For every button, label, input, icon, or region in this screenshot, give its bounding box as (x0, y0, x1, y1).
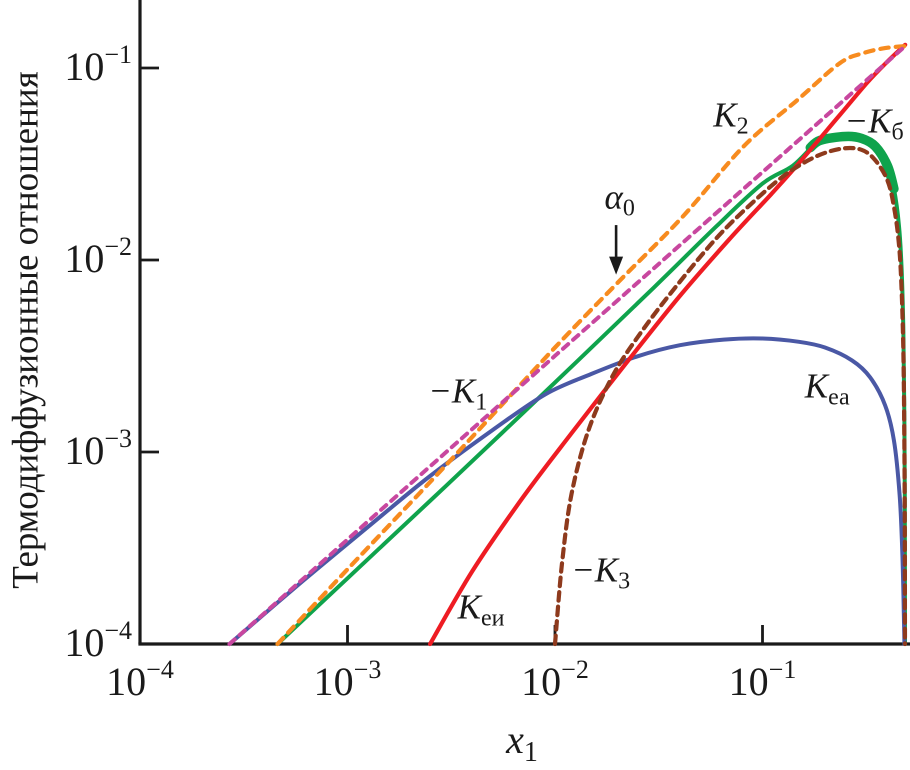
x-tick-exponent: −3 (353, 655, 382, 684)
curve-label-k2: K2 (713, 95, 748, 140)
y-tick-exponent: −2 (104, 232, 132, 261)
y-tick-label-−2: 10−2 (0, 232, 132, 281)
curve-label-kea-sub: еа (828, 384, 850, 411)
curve-neg-k3 (552, 145, 908, 647)
x-tick-base: 10 (106, 659, 147, 704)
x-axis-title-main: x (506, 717, 524, 762)
curve-label-neg-kb-sub: б (891, 119, 904, 146)
y-tick-exponent: −4 (104, 616, 132, 645)
y-tick-base: 10 (64, 428, 105, 473)
curve-label-neg-k1-main: −K (428, 371, 476, 411)
y-tick-base: 10 (64, 236, 105, 281)
curve-label-alpha0: α0 (605, 178, 635, 223)
x-axis-title-sub: 1 (523, 737, 538, 768)
x-tick-base: 10 (521, 659, 562, 704)
curve-k2-alpha0 (275, 44, 908, 647)
x-tick-label-−2: 10−2 (521, 655, 589, 704)
x-tick-exponent: −4 (146, 655, 174, 684)
curve-label-k2-main: K (713, 95, 737, 135)
y-axis-title: Термодиффузионные отношения (5, 71, 47, 589)
curve-label-kea-main: K (804, 366, 829, 406)
x-tick-base: 10 (313, 659, 354, 704)
curve-kei (428, 42, 908, 647)
y-tick-base: 10 (64, 620, 105, 665)
y-tick-label-−1: 10−1 (0, 40, 132, 89)
y-tick-exponent: −3 (104, 424, 132, 453)
curve-label-neg-kb: −Kб (845, 102, 904, 147)
curve-label-kei: Kеи (458, 588, 505, 633)
curve-label-kei-sub: еи (480, 605, 505, 632)
curve-label-k2-sub: 2 (736, 113, 749, 140)
curve-kea (227, 336, 907, 646)
curve-neg-k1 (227, 44, 908, 646)
y-tick-base: 10 (64, 44, 105, 89)
curve-label-neg-k1-sub: 1 (475, 389, 488, 416)
curve-label-alpha0-main: α (604, 177, 623, 217)
curve-label-neg-k3: −K3 (571, 551, 630, 596)
x-tick-exponent: −1 (768, 655, 797, 684)
curve-label-kei-main: K (457, 587, 481, 627)
x-tick-base: 10 (728, 659, 769, 704)
curve-label-alpha0-sub: 0 (622, 195, 635, 222)
x-tick-label-−1: 10−1 (728, 655, 797, 704)
y-tick-label-−4: 10−4 (0, 616, 132, 665)
annotation-arrowhead-alpha0 (609, 256, 624, 275)
x-tick-exponent: −2 (561, 655, 589, 684)
x-axis-title: x1 (506, 716, 538, 769)
x-tick-label-−4: 10−4 (106, 655, 174, 704)
curve-label-neg-k3-main: −K (571, 550, 619, 590)
curve-label-neg-kb-main: −K (844, 101, 892, 141)
curve-label-kea: Kеа (805, 366, 850, 411)
curve-label-neg-k1: −K1 (428, 372, 487, 417)
y-tick-exponent: −1 (104, 40, 132, 69)
x-tick-label-−3: 10−3 (313, 655, 382, 704)
curve-label-neg-k3-sub: 3 (618, 568, 631, 595)
y-tick-label-−3: 10−3 (0, 424, 132, 473)
